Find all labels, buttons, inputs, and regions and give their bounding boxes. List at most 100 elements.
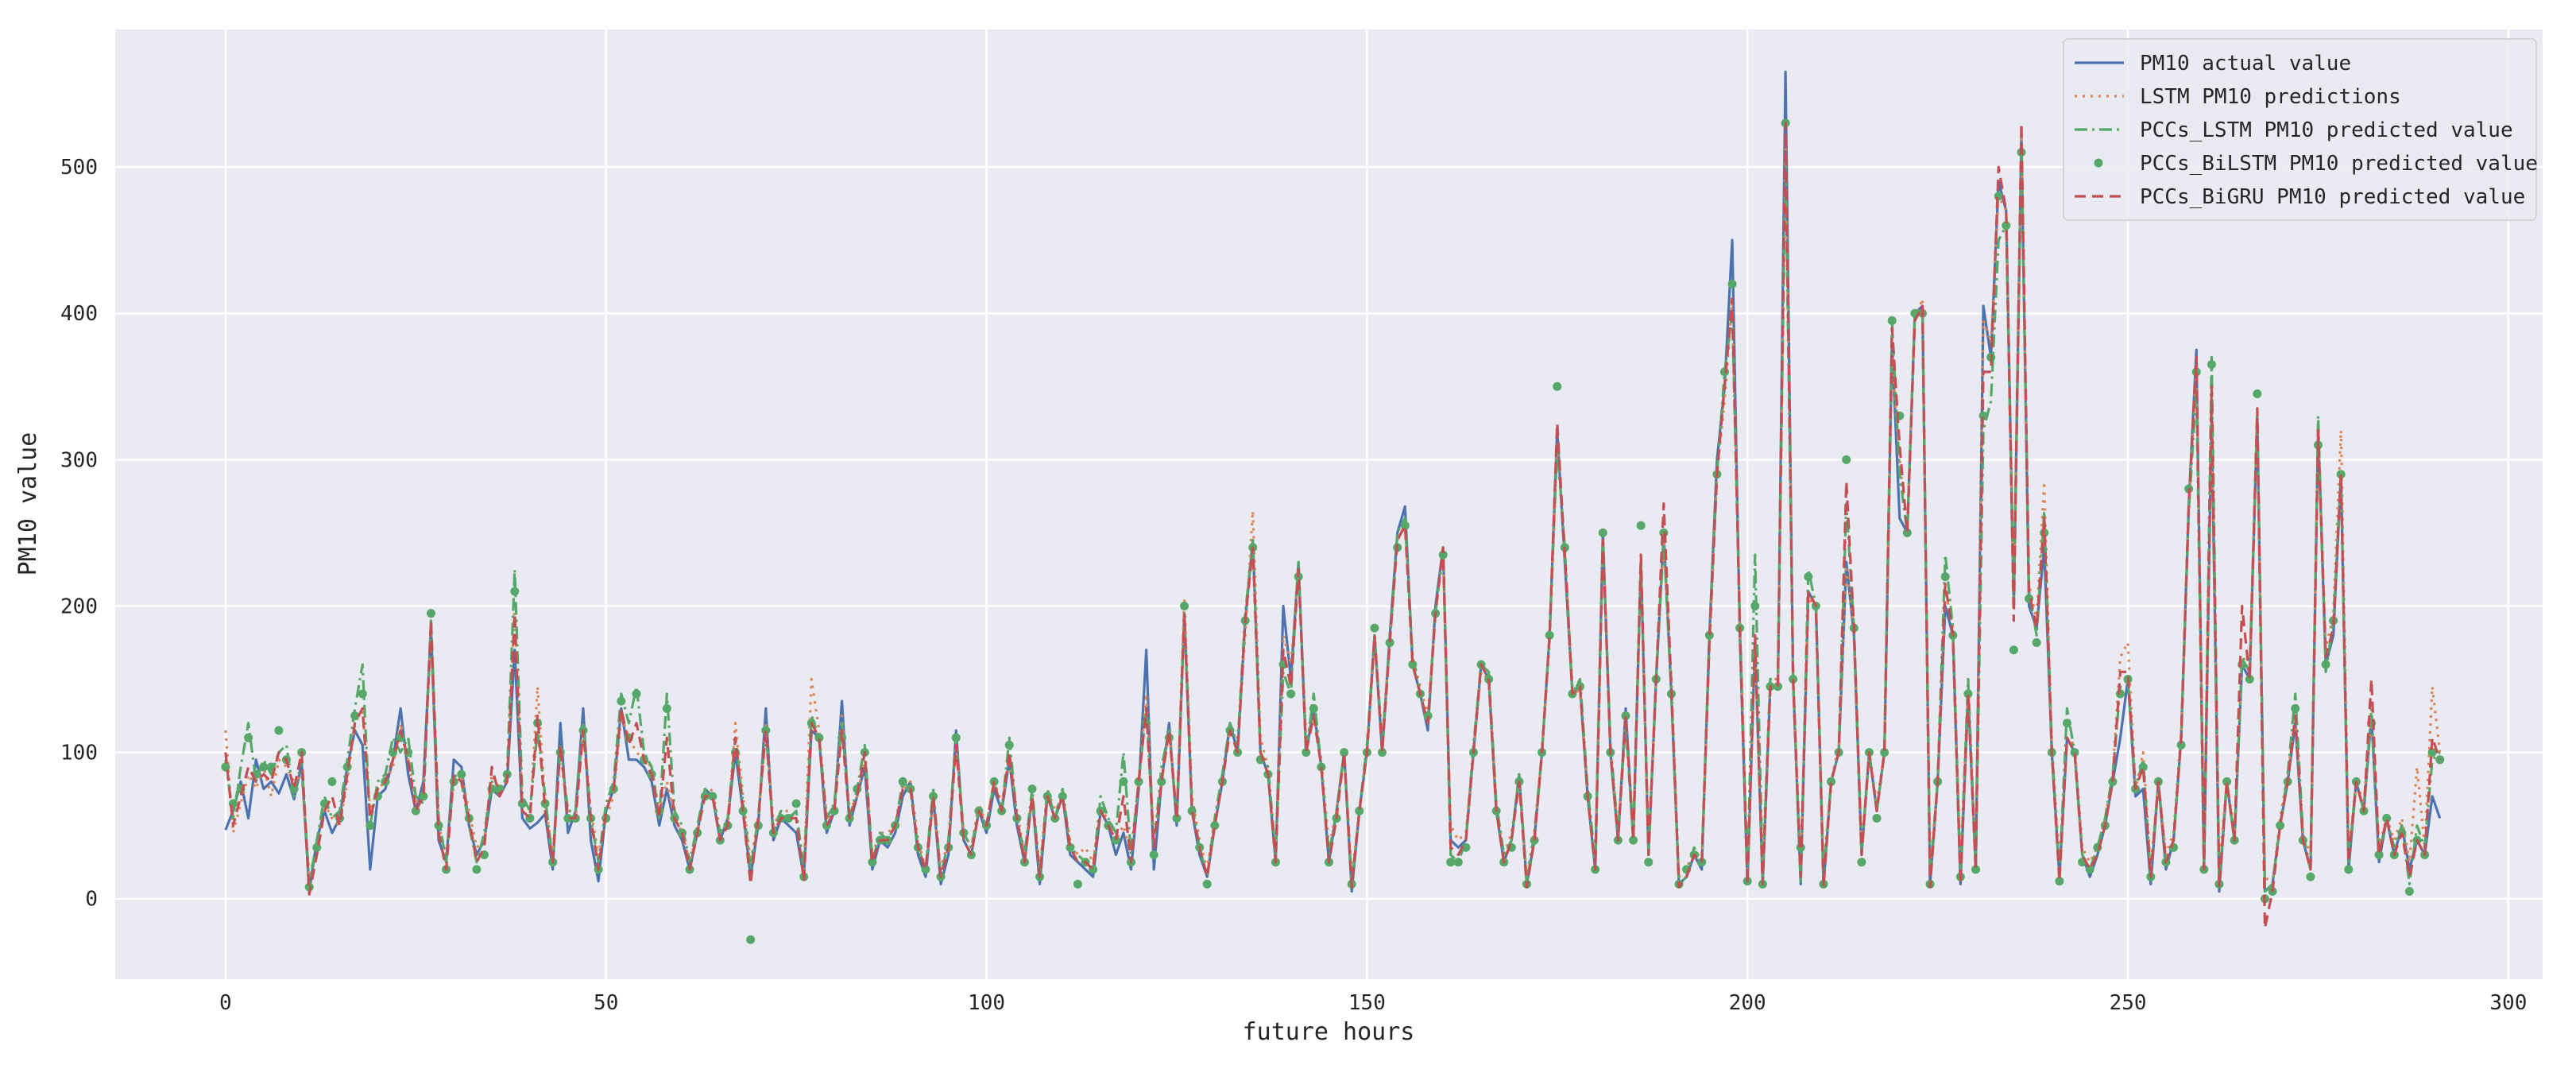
data-point (1157, 777, 1166, 786)
data-point (1453, 858, 1463, 867)
data-point (2002, 221, 2011, 230)
data-point (1286, 689, 1296, 699)
data-point (1027, 784, 1037, 794)
data-point (2222, 777, 2232, 786)
data-point (563, 813, 573, 823)
data-point (1385, 638, 1394, 648)
series-line (224, 151, 2441, 893)
data-point (2009, 645, 2018, 655)
data-point (1461, 843, 1471, 852)
data-point (2374, 850, 2384, 859)
data-point (2306, 872, 2315, 881)
x-tick-label: 150 (1348, 991, 1386, 1015)
data-point (1438, 550, 1448, 560)
legend-marker (2094, 158, 2103, 168)
data-point (708, 792, 717, 801)
data-point (1880, 748, 1889, 757)
x-axis-label: future hours (1243, 1018, 1415, 1046)
data-point (784, 813, 794, 823)
data-point (1073, 879, 1082, 889)
data-point (411, 806, 420, 815)
data-point (1111, 835, 1120, 845)
data-point (1134, 777, 1143, 786)
y-tick-label: 0 (85, 888, 98, 912)
data-point (1971, 865, 1981, 874)
data-point (2336, 470, 2346, 479)
data-point (2070, 748, 2079, 757)
data-point (1704, 630, 1714, 640)
data-point (510, 587, 520, 596)
data-point (1629, 835, 1638, 845)
data-point (2108, 777, 2118, 786)
y-tick-label: 100 (60, 742, 98, 765)
data-point (358, 689, 367, 699)
legend-label: PCCs_LSTM PM10 predicted value (2140, 118, 2513, 142)
data-point (921, 865, 930, 874)
data-point (2207, 360, 2216, 370)
data-point (2344, 865, 2354, 874)
data-point (2427, 748, 2437, 757)
legend-label: PCCs_BiLSTM PM10 predicted value (2140, 152, 2538, 176)
data-point (419, 792, 428, 801)
data-point (2032, 638, 2041, 648)
legend-label: PM10 actual value (2140, 52, 2351, 76)
data-point (617, 696, 626, 706)
data-point (259, 762, 269, 772)
data-point (1857, 858, 1866, 867)
data-point (1066, 843, 1075, 852)
legend-box (2063, 38, 2537, 221)
data-point (1004, 740, 1014, 750)
data-point (472, 865, 482, 874)
data-point (221, 762, 230, 772)
data-point (951, 733, 961, 742)
data-point (2115, 689, 2125, 699)
data-point (1773, 682, 1783, 691)
data-point (761, 726, 771, 735)
data-point (1545, 630, 1554, 640)
data-point (898, 777, 907, 786)
legend-label: PCCs_BiGRU PM10 predicted value (2140, 185, 2525, 209)
data-point (1446, 858, 1456, 867)
data-point (1963, 689, 1973, 699)
data-point (2404, 887, 2414, 897)
data-point (1804, 572, 1813, 582)
x-tick-label: 300 (2489, 991, 2527, 1015)
data-point (1940, 572, 1950, 582)
y-tick-label: 500 (60, 156, 98, 180)
y-axis-label: PM10 value (14, 432, 42, 576)
data-point (868, 858, 877, 867)
data-point (2176, 740, 2186, 750)
legend-label: LSTM PM10 predictions (2140, 85, 2401, 109)
data-point (289, 784, 299, 794)
data-point (457, 769, 466, 779)
data-point (2276, 821, 2285, 831)
data-point (1978, 411, 1988, 420)
data-point (1378, 748, 1387, 757)
series-line (224, 122, 2442, 930)
data-point (2085, 865, 2094, 874)
data-point (2062, 719, 2071, 728)
x-tick-label: 200 (1729, 991, 1766, 1015)
legend: PM10 actual value LSTM PM10 predictions PC… (2063, 38, 2538, 221)
data-point (2382, 813, 2392, 823)
data-point (426, 609, 435, 618)
data-point (1355, 806, 1364, 815)
data-point (540, 799, 550, 808)
data-point (274, 726, 284, 735)
data-point (929, 792, 938, 801)
data-point (1408, 660, 1418, 669)
data-point (1309, 703, 1318, 713)
x-tick-label: 50 (594, 991, 618, 1015)
data-point (1340, 748, 1349, 757)
data-point (2055, 877, 2064, 886)
y-tick-label: 200 (60, 595, 98, 618)
data-point (1598, 528, 1607, 537)
data-point (1423, 711, 1433, 721)
y-tick-label: 400 (60, 302, 98, 326)
data-point (1302, 748, 1311, 757)
data-point (2321, 660, 2330, 669)
data-point (632, 689, 641, 699)
data-point (1887, 316, 1897, 325)
